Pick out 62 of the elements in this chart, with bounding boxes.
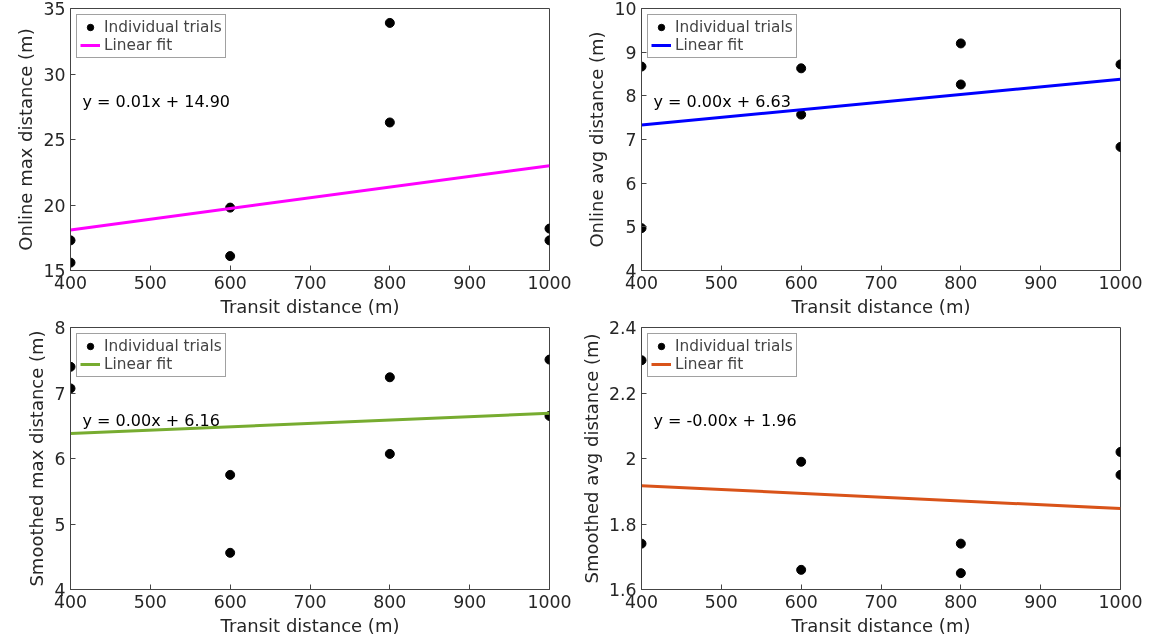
y-tick-label: 10 bbox=[614, 0, 637, 19]
y-tick-label: 25 bbox=[43, 130, 66, 150]
y-tick-label: 30 bbox=[43, 64, 66, 85]
x-tick-label: 500 bbox=[704, 272, 738, 293]
y-tick-label: 6 bbox=[625, 173, 637, 194]
x-tick-label: 1000 bbox=[527, 591, 572, 612]
x-tick-label: 900 bbox=[453, 591, 487, 612]
legend-label: Linear fit bbox=[104, 355, 173, 373]
x-tick-label: 800 bbox=[373, 272, 407, 293]
x-tick-label: 700 bbox=[293, 591, 327, 612]
y-axis-title: Smoothed max distance (m) bbox=[26, 330, 48, 587]
x-tick-label: 900 bbox=[453, 272, 487, 293]
x-tick-label: 1000 bbox=[1098, 272, 1143, 293]
x-tick-label: 900 bbox=[1024, 272, 1058, 293]
y-tick-label: 8 bbox=[625, 86, 637, 107]
y-tick-label: 5 bbox=[54, 514, 66, 535]
annotation: y = 0.01x + 14.90 bbox=[82, 91, 231, 111]
y-tick-label: 2.4 bbox=[608, 318, 637, 338]
legend-label: Individual trials bbox=[675, 18, 793, 36]
legend-label: Individual trials bbox=[675, 337, 793, 355]
x-tick-label: 800 bbox=[373, 591, 407, 612]
x-tick-label: 500 bbox=[133, 272, 167, 293]
x-tick-label: 500 bbox=[133, 591, 167, 612]
x-tick-label: 600 bbox=[213, 272, 247, 293]
y-tick-label: 2 bbox=[625, 449, 637, 469]
x-tick-label: 800 bbox=[944, 272, 978, 293]
x-axis-title: Transit distance (m) bbox=[790, 614, 971, 636]
y-tick-label: 35 bbox=[43, 0, 66, 19]
y-tick-label: 7 bbox=[54, 383, 66, 404]
x-tick-label: 600 bbox=[784, 591, 818, 612]
annotation: y = -0.00x + 1.96 bbox=[653, 410, 797, 430]
y-tick-label: 8 bbox=[54, 318, 66, 338]
y-tick-label: 7 bbox=[625, 130, 637, 150]
x-tick-label: 600 bbox=[784, 272, 818, 293]
x-tick-label: 700 bbox=[293, 272, 327, 293]
legend-label: Linear fit bbox=[104, 36, 173, 54]
legend-label: Individual trials bbox=[104, 337, 222, 355]
x-tick-label: 900 bbox=[1024, 591, 1058, 612]
y-axis-title: Online max distance (m) bbox=[15, 28, 37, 251]
y-axis-title: Smoothed avg distance (m) bbox=[580, 333, 602, 584]
y-tick-label: 6 bbox=[54, 449, 66, 469]
x-tick-label: 1000 bbox=[527, 272, 572, 293]
x-tick-label: 800 bbox=[944, 591, 978, 612]
x-axis-title: Transit distance (m) bbox=[790, 295, 971, 317]
legend-label: Linear fit bbox=[675, 36, 744, 54]
y-tick-label: 20 bbox=[43, 195, 66, 216]
annotation: y = 0.00x + 6.63 bbox=[653, 91, 791, 111]
y-tick-label: 9 bbox=[625, 42, 637, 63]
x-tick-label: 1000 bbox=[1098, 591, 1143, 612]
legend-label: Linear fit bbox=[675, 355, 744, 373]
y-tick-label: 1.8 bbox=[608, 514, 637, 535]
y-tick-label: 2.2 bbox=[608, 383, 637, 404]
x-axis-title: Transit distance (m) bbox=[219, 295, 400, 317]
legend-label: Individual trials bbox=[104, 18, 222, 36]
y-axis-title: Online avg distance (m) bbox=[586, 31, 608, 248]
x-axis-title: Transit distance (m) bbox=[219, 614, 400, 636]
annotation: y = 0.00x + 6.16 bbox=[82, 410, 220, 430]
x-tick-label: 600 bbox=[213, 591, 247, 612]
x-tick-label: 700 bbox=[864, 591, 898, 612]
x-tick-label: 700 bbox=[864, 272, 898, 293]
y-tick-label: 5 bbox=[625, 217, 637, 238]
x-tick-label: 500 bbox=[704, 591, 738, 612]
